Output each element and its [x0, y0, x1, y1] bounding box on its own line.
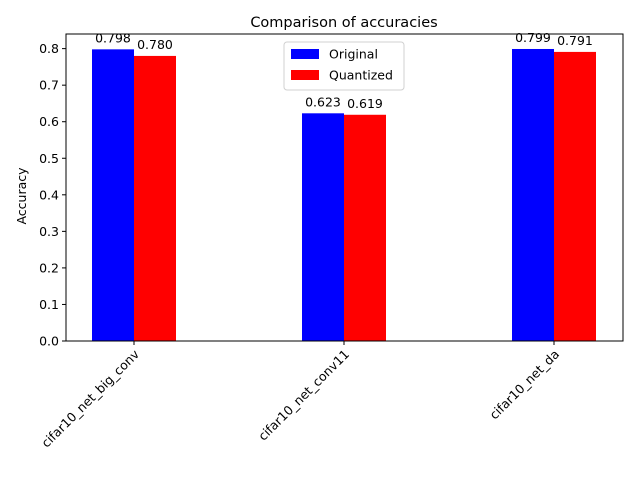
bar-original-1	[302, 113, 344, 341]
y-tick-label: 0.8	[39, 41, 59, 56]
legend-label-original: Original	[329, 47, 378, 62]
bar-value-label: 0.619	[347, 96, 383, 111]
y-tick-label: 0.7	[39, 78, 59, 93]
bar-quantized-0	[134, 55, 176, 342]
y-tick-label: 0.1	[39, 297, 59, 312]
bar-value-label: 0.799	[515, 30, 551, 45]
bar-quantized-2	[554, 51, 596, 342]
y-tick-label: 0.3	[39, 224, 59, 239]
y-tick-label: 0.4	[39, 187, 59, 202]
legend-swatch-original	[291, 49, 319, 59]
bars	[92, 48, 596, 342]
y-tick-label: 0.6	[39, 114, 59, 129]
y-tick-label: 0.2	[39, 260, 59, 275]
legend-label-quantized: Quantized	[329, 68, 393, 83]
legend-swatch-quantized	[291, 70, 319, 80]
bar-value-label: 0.623	[305, 94, 341, 109]
plot-frame	[65, 33, 624, 342]
bar-value-label: 0.780	[137, 37, 173, 52]
y-axis-ticks: 0.0 0.1 0.2 0.3 0.4 0.5 0.6 0.7 0.8	[39, 41, 66, 349]
y-axis-label: Accuracy	[14, 167, 29, 225]
y-tick-label: 0.0	[39, 334, 59, 349]
bar-original-2	[512, 48, 554, 341]
y-tick-label: 0.5	[39, 151, 59, 166]
bar-value-label: 0.798	[95, 30, 131, 45]
bar-value-label: 0.791	[557, 33, 593, 48]
legend: Original Quantized	[283, 41, 405, 91]
chart-title: Comparison of accuracies	[250, 15, 437, 31]
bar-original-0	[92, 49, 134, 341]
bar-quantized-1	[344, 114, 386, 342]
